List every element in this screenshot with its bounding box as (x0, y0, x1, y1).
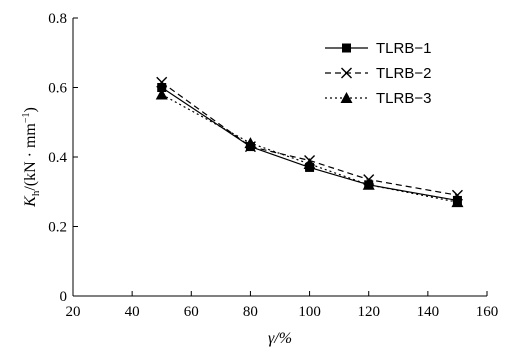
x-tick-label: 120 (357, 304, 380, 320)
legend-label: TLRB−1 (376, 40, 431, 57)
y-axis-title: Kh/(kN · mm−1) (21, 107, 42, 208)
y-axis-title-main: K (22, 195, 39, 208)
y-tick-label: 0 (60, 289, 68, 305)
data-point (244, 137, 257, 149)
legend-marker (340, 92, 353, 103)
legend-label: TLRB−2 (376, 65, 431, 82)
data-point (451, 189, 463, 201)
x-tick-label: 80 (243, 304, 258, 320)
x-tick-label: 60 (184, 304, 199, 320)
data-point (362, 178, 375, 190)
data-point (156, 76, 168, 88)
data-point (155, 88, 168, 100)
y-tick-label: 0.8 (48, 11, 67, 27)
data-point (451, 196, 464, 208)
data-point (303, 157, 316, 169)
series-3 (155, 88, 464, 208)
legend-marker (341, 67, 352, 79)
y-tick-label: 0.4 (48, 150, 67, 166)
x-tick-label: 140 (417, 304, 440, 320)
y-axis-title-unit: /(kN · mm (22, 123, 39, 191)
x-tick-label: 20 (66, 304, 81, 320)
legend-item: TLRB−2 (325, 65, 431, 82)
x-axis: 20 40 60 80 100 120 140 160 (66, 291, 499, 320)
x-tick-label: 160 (476, 304, 499, 320)
legend-label: TLRB−3 (376, 90, 431, 107)
x-tick-label: 40 (125, 304, 140, 320)
series-layer (155, 76, 464, 208)
data-point (157, 83, 167, 92)
y-tick-label: 0.2 (48, 220, 67, 236)
y-axis-title-exp: −1 (21, 112, 32, 123)
legend-marker (342, 43, 351, 53)
legend-item: TLRB−1 (325, 40, 431, 57)
series-line (161, 93, 458, 203)
x-tick-label: 100 (298, 304, 321, 320)
legend-item: TLRB−3 (325, 90, 431, 107)
y-axis-title-close: ) (22, 107, 39, 112)
y-axis: 0 0.2 0.4 0.6 0.8 (48, 11, 78, 305)
x-axis-title: γ/% (268, 330, 292, 347)
legend: TLRB−1 TLRB−2 TLRB−3 (325, 40, 431, 107)
y-axis-title-sub: h (30, 190, 42, 196)
y-tick-label: 0.6 (48, 81, 67, 97)
